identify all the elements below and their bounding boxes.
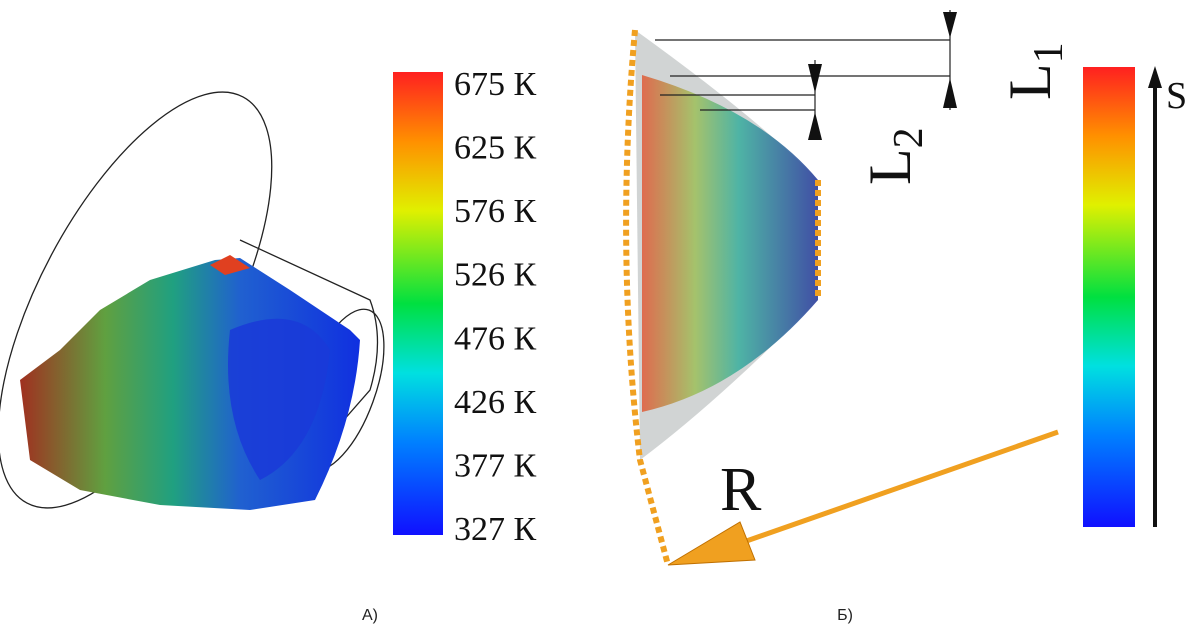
panel-b: L1 L2 R S Б) [626, 10, 1187, 624]
caption: Б) [837, 607, 853, 624]
colorbar-label: 327 К [454, 511, 537, 548]
l2-label: L2 [857, 127, 932, 185]
r-arrowhead [668, 522, 755, 565]
colorbar [1083, 67, 1135, 527]
colorbar [393, 72, 443, 535]
colorbar-label: 377 К [454, 447, 537, 484]
colorbar-label: 476 К [454, 320, 537, 357]
r-arrow [735, 432, 1058, 545]
s-arrowhead [1148, 66, 1162, 88]
colorbar-label: 426 К [454, 384, 537, 421]
panel-a: 675 К 625 К 576 К 526 К 476 К 426 К 377 К 327 К… [0, 52, 536, 624]
colorbar-label: 526 К [454, 257, 537, 294]
colorbar-label: 625 К [454, 130, 537, 167]
r-label: R [720, 456, 762, 524]
figure: 675 К 625 К 576 К 526 К 476 К 426 К 377 К 327 К… [0, 0, 1203, 628]
inner-shape [642, 75, 818, 412]
l1-label: L1 [997, 42, 1072, 100]
s-label: S [1166, 75, 1187, 117]
colorbar-label: 675 К [454, 66, 537, 103]
caption: А) [362, 607, 378, 624]
colorbar-label: 576 К [454, 193, 537, 230]
